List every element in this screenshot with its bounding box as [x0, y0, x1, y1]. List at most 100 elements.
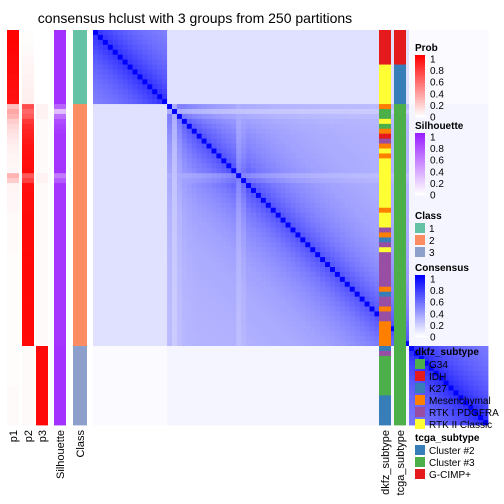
p2-cell — [22, 163, 34, 169]
consensus-cell — [127, 64, 133, 70]
consensus-cell — [201, 237, 207, 243]
consensus-cell — [320, 153, 326, 159]
consensus-cell — [117, 69, 124, 75]
consensus-cell — [191, 207, 198, 214]
consensus-cell — [162, 69, 168, 75]
consensus-cell — [255, 168, 262, 174]
consensus-cell — [473, 222, 479, 228]
p3-cell — [36, 385, 48, 391]
consensus-cell — [409, 74, 415, 80]
consensus-cell — [107, 133, 114, 140]
p2-cell — [22, 370, 34, 377]
consensus-cell — [428, 113, 435, 120]
consensus-cell — [478, 128, 484, 135]
consensus-cell — [290, 257, 296, 263]
consensus-cell — [354, 267, 361, 273]
consensus-cell — [221, 123, 227, 130]
consensus-cell — [334, 109, 341, 115]
class-cell — [73, 217, 87, 223]
consensus-cell — [478, 148, 484, 154]
consensus-cell — [246, 34, 252, 41]
consensus-cell — [172, 257, 178, 263]
consensus-cell — [448, 123, 454, 130]
p1-cell — [7, 271, 19, 278]
consensus-cell — [241, 173, 247, 179]
consensus-cell — [354, 291, 361, 298]
consensus-cell — [221, 242, 227, 248]
consensus-cell — [152, 306, 158, 312]
consensus-cell — [246, 153, 252, 159]
consensus-cell — [334, 74, 341, 80]
consensus-cell — [310, 168, 316, 174]
consensus-cell — [93, 276, 99, 283]
class-cell — [73, 94, 87, 100]
consensus-cell — [413, 128, 420, 135]
consensus-cell — [423, 207, 430, 214]
consensus-cell — [147, 178, 153, 184]
consensus-cell — [107, 296, 114, 302]
consensus-cell — [349, 188, 356, 194]
consensus-cell — [300, 138, 306, 144]
consensus-cell — [265, 173, 272, 179]
consensus-cell — [201, 291, 207, 298]
consensus-cell — [468, 118, 474, 125]
consensus-cell — [409, 158, 415, 164]
consensus-cell — [413, 217, 420, 223]
consensus-cell — [443, 222, 449, 228]
consensus-cell — [404, 286, 410, 293]
consensus-cell — [453, 222, 459, 228]
consensus-cell — [127, 34, 133, 41]
consensus-cell — [280, 84, 286, 90]
consensus-cell — [201, 197, 207, 204]
consensus-cell — [374, 89, 380, 95]
consensus-cell — [413, 212, 420, 219]
consensus-cell — [196, 118, 203, 125]
consensus-cell — [453, 109, 459, 115]
consensus-cell — [162, 296, 168, 302]
consensus-cell — [147, 123, 153, 130]
consensus-cell — [93, 138, 99, 144]
silhouette-cell — [54, 271, 66, 278]
consensus-cell — [93, 128, 99, 135]
consensus-cell — [295, 74, 301, 80]
consensus-cell — [453, 79, 459, 85]
consensus-cell — [310, 296, 316, 302]
consensus-cell — [453, 192, 459, 199]
consensus-cell — [409, 59, 415, 65]
consensus-cell — [389, 109, 395, 115]
consensus-cell — [241, 64, 247, 70]
consensus-cell — [226, 74, 232, 80]
consensus-cell — [206, 301, 212, 307]
consensus-cell — [216, 84, 222, 90]
consensus-cell — [221, 94, 227, 100]
consensus-cell — [226, 118, 232, 125]
consensus-cell — [389, 128, 395, 135]
consensus-cell — [483, 34, 489, 41]
consensus-cell — [270, 207, 277, 214]
consensus-cell — [285, 192, 291, 199]
consensus-cell — [201, 113, 207, 120]
consensus-cell — [196, 306, 203, 312]
consensus-cell — [463, 133, 469, 140]
consensus-cell — [290, 59, 296, 65]
consensus-cell — [221, 30, 227, 36]
consensus-cell — [226, 271, 232, 278]
consensus-cell — [280, 34, 286, 41]
consensus-cell — [137, 128, 143, 135]
consensus-cell — [181, 301, 188, 307]
consensus-cell — [428, 183, 435, 189]
consensus-cell — [152, 252, 158, 258]
consensus-cell — [93, 183, 99, 189]
consensus-cell — [404, 89, 410, 95]
p2-cell — [22, 212, 34, 219]
consensus-cell — [147, 267, 153, 273]
consensus-cell — [344, 212, 351, 219]
consensus-cell — [448, 113, 454, 120]
consensus-cell — [354, 69, 361, 75]
consensus-cell — [428, 30, 435, 36]
consensus-cell — [211, 49, 217, 56]
consensus-cell — [344, 306, 351, 312]
consensus-cell — [147, 84, 153, 90]
consensus-cell — [409, 64, 415, 70]
consensus-cell — [300, 252, 306, 258]
